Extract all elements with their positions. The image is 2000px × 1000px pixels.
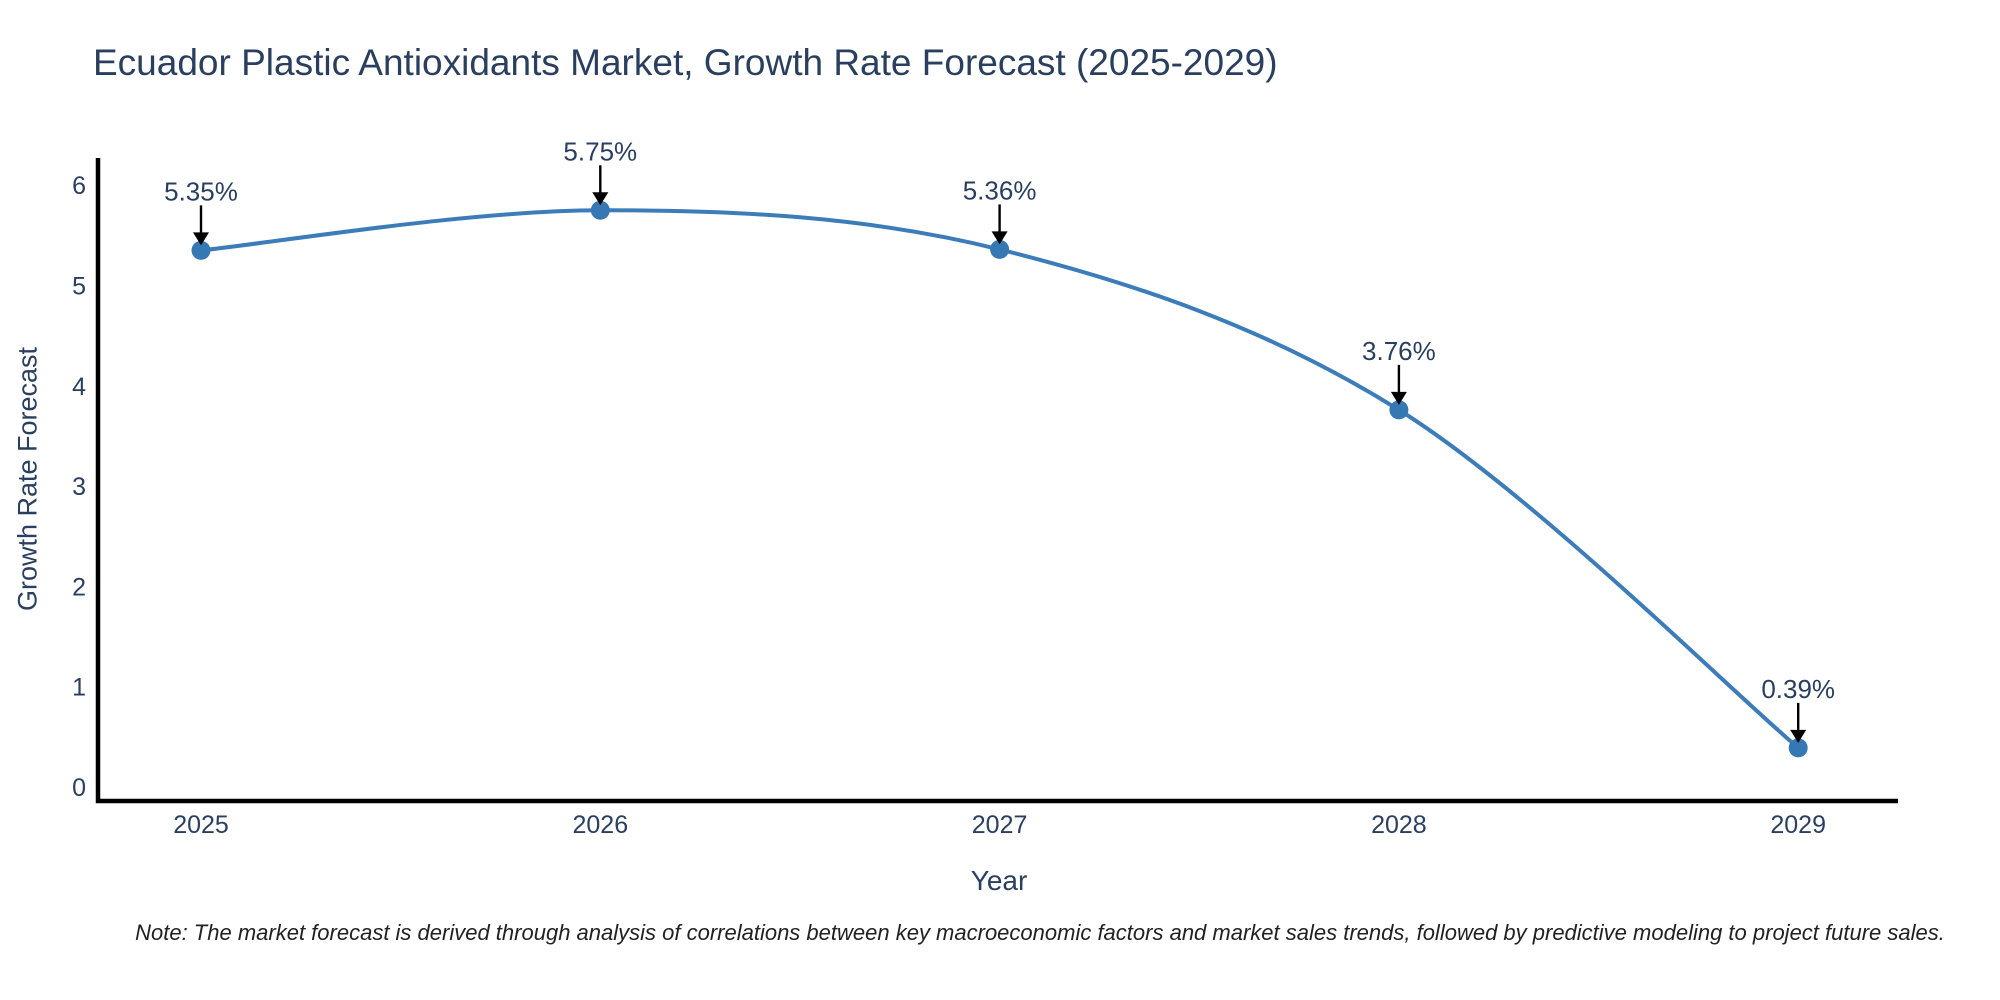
y-tick-label: 4 — [72, 373, 86, 401]
annotation-arrowhead-icon — [592, 192, 609, 206]
data-point-label: 5.35% — [164, 176, 238, 206]
x-tick-label: 2029 — [1770, 811, 1826, 839]
data-point-marker[interactable] — [1389, 400, 1409, 420]
y-tick-label: 5 — [72, 273, 86, 301]
data-point-marker[interactable] — [590, 200, 610, 220]
y-tick-label: 2 — [72, 573, 86, 601]
data-point-marker[interactable] — [191, 240, 211, 260]
y-tick-label: 0 — [72, 774, 86, 802]
x-tick-label: 2028 — [1371, 811, 1427, 839]
y-tick-label: 6 — [72, 172, 86, 200]
chart-title: Ecuador Plastic Antioxidants Market, Gro… — [93, 42, 1278, 83]
data-point-label: 5.75% — [563, 136, 637, 166]
annotation-arrowhead-icon — [1390, 391, 1407, 405]
data-point-marker[interactable] — [1788, 738, 1808, 758]
footnote: Note: The market forecast is derived thr… — [135, 920, 1945, 945]
data-point-label: 5.36% — [963, 175, 1037, 205]
x-tick-label: 2027 — [972, 811, 1028, 839]
x-tick-label: 2026 — [572, 811, 628, 839]
x-axis-title: Year — [970, 865, 1028, 896]
annotation-arrowhead-icon — [991, 231, 1008, 245]
annotation-arrowhead-icon — [193, 232, 209, 246]
data-point-label: 3.76% — [1362, 336, 1436, 366]
y-axis-title: Growth Rate Forecast — [12, 346, 43, 612]
y-tick-label: 1 — [72, 674, 86, 702]
data-point-label: 0.39% — [1761, 674, 1835, 704]
forecast-line — [200, 208, 1800, 750]
annotation-arrowhead-icon — [1790, 729, 1807, 743]
x-tick-label: 2025 — [173, 811, 229, 839]
data-point-marker[interactable] — [990, 239, 1010, 259]
axis-lines — [95, 158, 1898, 804]
y-tick-label: 3 — [72, 473, 86, 501]
